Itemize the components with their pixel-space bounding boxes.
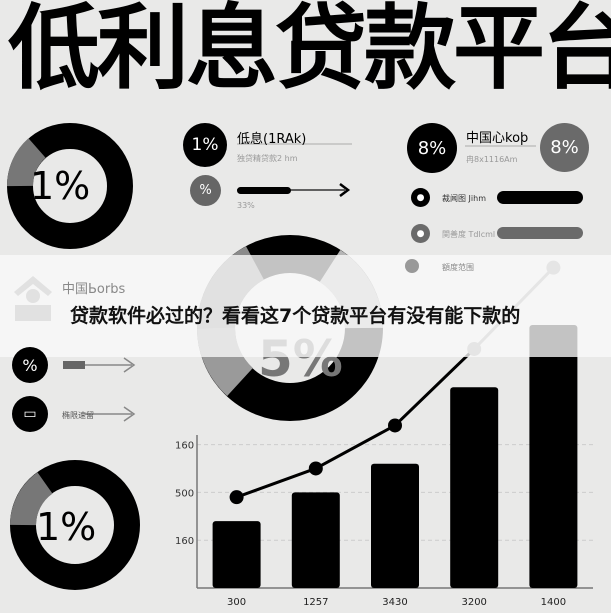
user-icon: ● <box>411 188 430 207</box>
page-title: 低利息贷款平台 <box>8 0 611 102</box>
trend-line-segment <box>236 467 317 499</box>
row-label: 裁闻图 Jihm <box>442 194 486 203</box>
banner-headline[interactable]: 贷款软件必过的？看看这7个贷款平台有没有能下款的 <box>70 305 521 327</box>
x-tick-label: 3200 <box>461 597 486 608</box>
x-tick-label: 1257 <box>303 597 328 608</box>
percent-badge: % <box>190 175 221 206</box>
row-label: 額度范围 <box>442 263 474 272</box>
left-item-label: 中国Ьorbs <box>62 282 126 297</box>
monitor-icon: ▭ <box>12 396 48 432</box>
stat-subtext: 独贷精贷款2 hm <box>237 154 298 163</box>
left-item-label: 椭限速留 <box>62 411 94 420</box>
bar <box>291 492 340 588</box>
rate-badge: 1% <box>183 123 227 167</box>
legend-dot <box>405 259 419 273</box>
rate-badge: 8% <box>407 123 457 173</box>
info-icon: ● <box>411 224 430 243</box>
y-tick-label: 500 <box>175 488 194 499</box>
bar <box>450 387 499 588</box>
percent-icon: % <box>12 347 48 383</box>
y-tick-label: 160 <box>175 441 194 452</box>
bar <box>212 521 261 588</box>
rate-badge-gray: 8% <box>540 123 589 172</box>
donut-chart-top-left <box>7 123 133 249</box>
x-tick-label: 3430 <box>382 597 407 608</box>
y-tick-label: 160 <box>175 536 194 547</box>
donut-chart-bottom-left <box>10 460 140 590</box>
bar <box>371 463 419 588</box>
arrow-icon <box>339 183 351 197</box>
arrow-icon <box>123 406 136 422</box>
stat-heading: 低息(1RAk) <box>237 132 307 147</box>
trend-line-segment <box>393 347 476 427</box>
row-bar <box>497 191 583 204</box>
arrow-icon <box>123 357 136 373</box>
trend-line-segment <box>315 424 396 470</box>
banner-overlay <box>0 255 611 357</box>
bar-line-chart: 160 500 160 300 1257 3430 3200 1400 <box>175 260 593 608</box>
row-label: 関善度 Tdlcml <box>442 230 496 239</box>
donut-label: 1% <box>30 164 91 208</box>
trend-point <box>308 461 323 476</box>
trend-point <box>388 418 402 433</box>
donut-segment-gray <box>7 138 47 187</box>
x-tick-label: 1400 <box>541 597 566 608</box>
donut-label: 1% <box>36 505 97 549</box>
stat-subtext: 冉8x1116Am <box>466 155 518 164</box>
stat-heading: 中国心koþ <box>466 131 529 146</box>
x-tick-label: 300 <box>227 597 246 608</box>
progress-label: 33% <box>237 201 255 210</box>
mini-bar <box>63 361 85 369</box>
trend-point <box>229 490 244 505</box>
row-bar <box>497 227 583 239</box>
bar <box>529 325 578 588</box>
progress-bar <box>237 187 291 194</box>
